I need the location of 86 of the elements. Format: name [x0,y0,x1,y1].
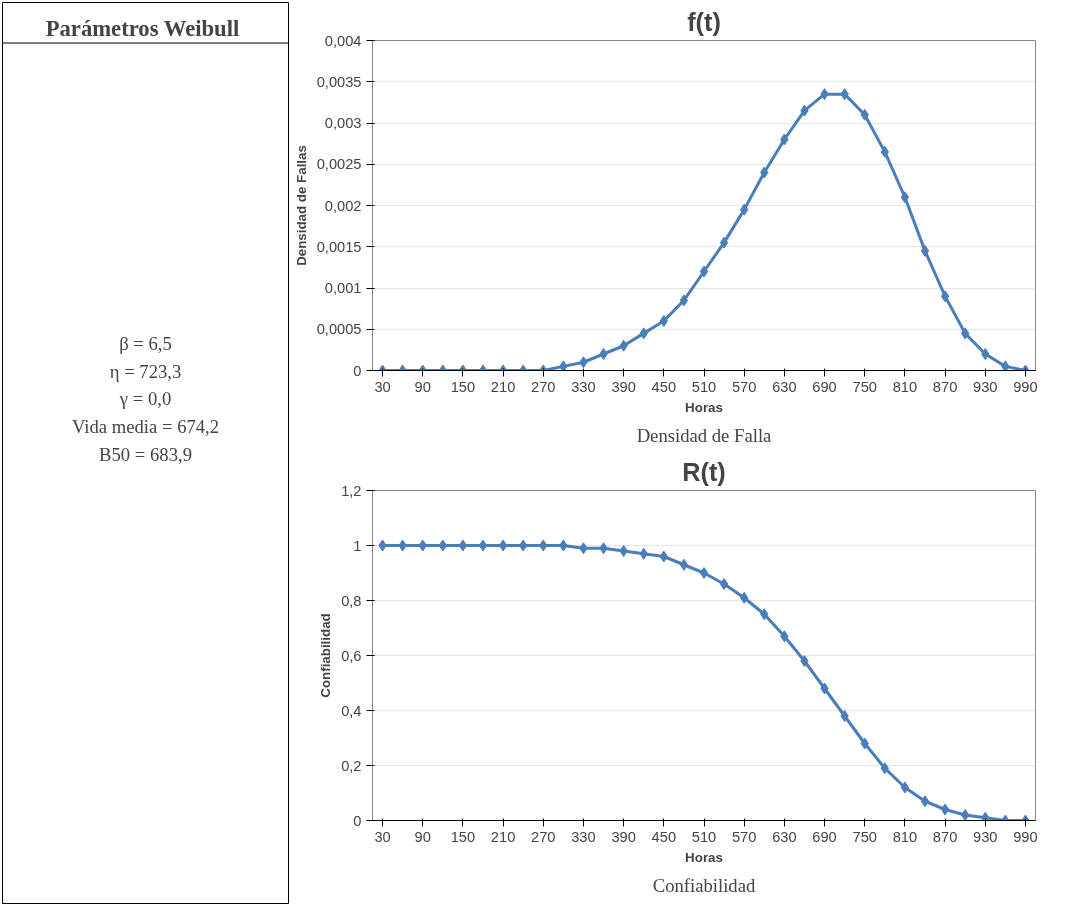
y-tick-label: 0,0005 [316,321,362,338]
y-tick-label: 0,4 [341,702,362,719]
point [920,244,930,257]
y-tick-label: 0,2 [341,757,362,774]
chart-title: f(t) [687,7,721,36]
point [981,348,990,360]
x-tick-label: 930 [973,378,998,395]
x-tick-label: 510 [691,828,717,845]
chart-title: R(t) [682,457,726,486]
point [679,294,689,307]
point [900,191,910,204]
point [940,290,950,303]
x-tick-label: 630 [772,828,797,845]
y-axis-title: Densidad de Fallas [293,145,309,266]
point [619,545,628,557]
y-tick-label: 0,001 [324,280,362,296]
y-tick-label: 0,0035 [316,73,362,90]
point [840,710,849,722]
point [559,360,568,371]
text: Confiabilidad [652,874,756,896]
x-tick-label: 450 [651,378,677,395]
point [719,236,729,249]
x-axis-title: Horas [685,849,723,865]
y-tick-label: 0,003 [324,115,362,131]
x-tick-label: 990 [1013,828,1038,845]
y-tick-label: 1,2 [341,482,362,499]
y-tick-label: 0,004 [324,32,362,49]
x-tick-label: 330 [571,828,596,845]
x-tick-label: 510 [691,378,717,395]
x-tick-label: 810 [892,828,918,845]
point [699,265,709,278]
point [599,348,608,360]
point [800,655,809,667]
x-tick-label: 270 [531,378,556,395]
text: Densidad de Falla [636,424,773,446]
point [1001,360,1010,371]
text: γ = 0,0 [118,388,172,410]
x-tick-label: 210 [490,378,516,395]
point [920,795,930,808]
y-tick-label: 0 [353,362,362,379]
y-tick-label: 0,6 [341,647,362,664]
x-tick-label: 570 [731,378,757,395]
x-tick-label: 450 [651,828,677,845]
x-tick-label: 810 [892,378,918,395]
point [981,811,990,821]
text: Parámetros Weibull [45,16,240,42]
x-tick-label: 270 [531,828,556,845]
y-axis-title: Confiabilidad [318,613,334,698]
y-tick-label: 0,0025 [316,156,362,173]
x-tick-label: 570 [731,828,757,845]
x-tick-label: 330 [571,378,596,395]
x-tick-label: 90 [414,378,431,395]
x-tick-label: 870 [932,378,958,395]
x-tick-label: 30 [374,378,391,395]
x-tick-label: 390 [611,828,636,845]
x-tick-label: 150 [450,378,476,395]
point [659,315,668,327]
x-tick-label: 990 [1013,378,1038,395]
x-tick-label: 150 [450,828,476,845]
y-tick-label: 0,002 [324,197,362,214]
x-tick-label: 690 [812,378,837,395]
text: η = 723,3 [109,360,182,382]
y-tick-label: 0,0015 [316,238,362,255]
y-tick-label: 0,8 [341,592,362,609]
point [961,809,970,821]
point [719,578,729,590]
text: Vida media = 674,2 [71,416,220,438]
x-tick-label: 30 [374,828,391,845]
x-axis-title: Horas [685,399,723,415]
point [679,558,689,571]
x-tick-label: 210 [490,828,516,845]
x-tick-label: 750 [852,378,877,395]
point [900,781,910,794]
y-tick-label: 0 [353,812,362,829]
x-tick-label: 690 [812,828,837,845]
point [940,803,950,816]
text: β = 6,5 [119,332,172,354]
x-tick-label: 750 [852,828,877,845]
x-tick-label: 870 [932,828,958,845]
x-tick-label: 390 [611,378,636,395]
text: B50 = 683,9 [99,444,192,466]
x-tick-label: 90 [414,828,431,845]
x-tick-label: 630 [772,378,797,395]
y-tick-label: 1 [353,537,362,554]
point [699,567,709,579]
x-tick-label: 930 [973,828,998,845]
